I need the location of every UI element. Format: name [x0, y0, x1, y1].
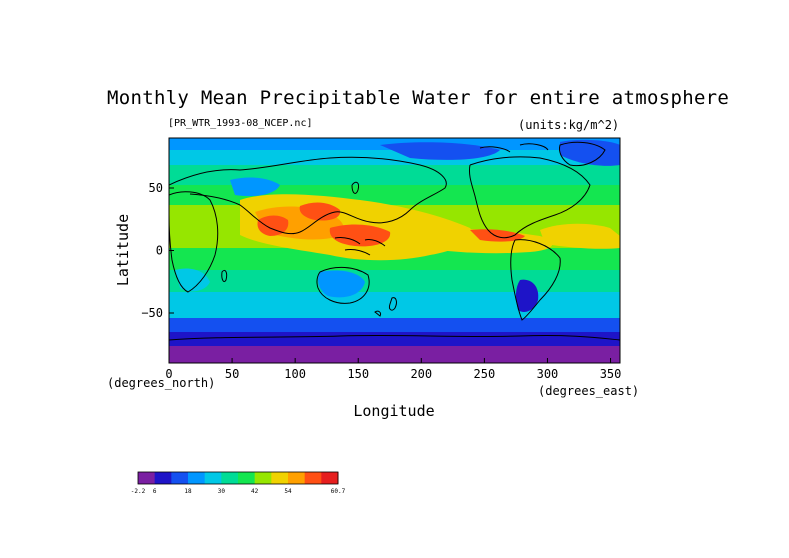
y-axis-ticks: 50 0 −50	[141, 181, 174, 320]
x-axis-title: Longitude	[353, 402, 434, 420]
africa-coast	[169, 191, 219, 293]
south-subtropic-band	[169, 270, 620, 292]
colorbar-swatch	[171, 472, 189, 484]
greenland-coast	[559, 141, 606, 167]
colorbar-swatch	[288, 472, 306, 484]
australia-dry	[318, 270, 365, 298]
colorbar-label: 6	[153, 488, 157, 495]
x-tick-label: 200	[410, 367, 432, 381]
colorbar-swatch	[304, 472, 322, 484]
maritime-continent-coast	[334, 237, 386, 256]
y-tick-label: 0	[156, 244, 163, 258]
west-pacific-red	[329, 224, 391, 247]
colorbar-swatch	[138, 472, 156, 484]
x-tick-label: 300	[537, 367, 559, 381]
colorbar-label: 60.7	[331, 488, 346, 495]
y-tick-label: 50	[149, 181, 163, 195]
greenland-dry	[560, 139, 620, 166]
south-africa-dry	[175, 268, 210, 292]
x-tick-label: 150	[347, 367, 369, 381]
australia-coast	[316, 267, 370, 304]
madagascar-coast	[221, 269, 228, 283]
arctic-islands-coast	[479, 143, 549, 153]
x-tick-label: 350	[600, 367, 622, 381]
x-tick-label: 50	[225, 367, 239, 381]
colorbar-label: 54	[284, 488, 292, 495]
eurasia-coast	[169, 156, 447, 235]
andes-dry	[515, 279, 539, 312]
colorbar-label: 42	[251, 488, 259, 495]
x-tick-label: 0	[165, 367, 172, 381]
colorbar-swatch	[254, 472, 272, 484]
colorbar-label: 18	[184, 488, 192, 495]
atlantic-itcz-yellow	[540, 223, 620, 249]
coastlines	[169, 141, 620, 341]
colorbar-label: -2.2	[131, 488, 146, 495]
x-tick-label: 100	[284, 367, 306, 381]
south-america-coast	[510, 239, 561, 321]
antarctica-band	[169, 346, 620, 363]
x-unit-label: (degrees_east)	[538, 384, 639, 398]
subarctic-band	[169, 150, 620, 165]
colorbar-swatch	[154, 472, 172, 484]
y-unit-label: (degrees_north)	[107, 376, 215, 390]
colorbar: -2.2 6 18 30 42 54 60.7	[131, 471, 346, 495]
new-zealand-coast	[389, 297, 397, 311]
file-label: [PR_WTR_1993-08_NCEP.nc]	[168, 118, 313, 129]
x-axis-ticks: 0 50 100 150 200 250 300 350	[165, 358, 621, 381]
units-label: (units:kg/m^2)	[518, 118, 620, 132]
colorbar-swatch	[188, 472, 206, 484]
southern-ocean-band	[169, 318, 620, 332]
central-america-red	[470, 229, 525, 242]
tasmania-coast	[374, 310, 381, 317]
y-tick-label: −50	[141, 306, 163, 320]
colorbar-swatch	[321, 472, 339, 484]
north-america-coast	[469, 156, 591, 239]
colorbar-swatch	[221, 472, 239, 484]
y-axis-title: Latitude	[114, 214, 132, 286]
india-monsoon-red	[257, 215, 289, 236]
southern-midlat-band	[169, 292, 620, 318]
colorbar-swatch	[204, 472, 222, 484]
middle-east-dry	[230, 177, 280, 197]
siberia-dry	[380, 142, 500, 160]
colorbar-swatch	[238, 472, 256, 484]
antarctic-coast-band	[169, 332, 620, 346]
precipitable-water-field	[169, 138, 620, 363]
colorbar-border	[137, 471, 339, 485]
japan-coast	[351, 181, 359, 194]
bay-bengal-red	[299, 202, 341, 221]
colorbar-label: 30	[218, 488, 226, 495]
x-tick-label: 250	[474, 367, 496, 381]
plot-title: Monthly Mean Precipitable Water for enti…	[107, 87, 730, 109]
antarctica-coast	[169, 334, 620, 341]
north-midlat-band	[169, 165, 620, 185]
colorbar-swatch	[271, 472, 289, 484]
